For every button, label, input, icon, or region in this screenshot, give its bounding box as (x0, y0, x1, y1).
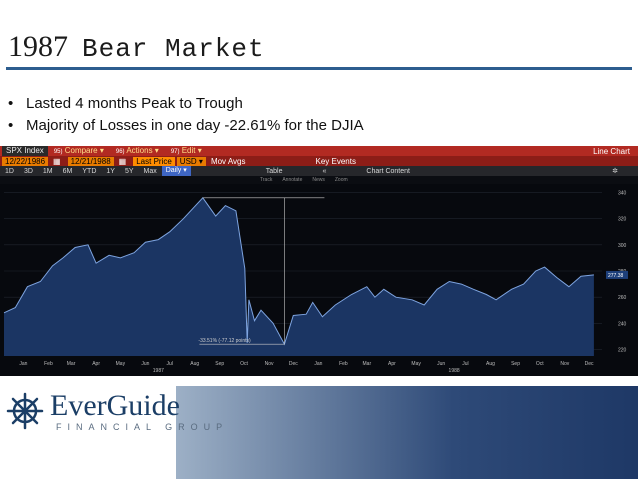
x-tick-label: Dec (289, 361, 298, 367)
terminal-params-bar: 12/22/1986 ▦ 12/21/1988 ▦ Last Price USD… (0, 156, 638, 166)
x-year-label: 1988 (449, 368, 460, 374)
bullet-list: • Lasted 4 months Peak to Trough • Majorit… (8, 93, 364, 137)
x-tick-label: Jul (462, 361, 468, 367)
y-tick-label: 320 (618, 217, 627, 223)
currency-field[interactable]: USD ▾ (176, 156, 206, 166)
track-tool[interactable]: Track (260, 177, 273, 183)
calendar-icon[interactable]: ▦ (53, 156, 61, 166)
period-button[interactable]: 6M (62, 167, 73, 175)
last-value-label: 277.38 (608, 273, 624, 279)
x-tick-label: Aug (190, 361, 199, 367)
chart-type-label: Line Chart (593, 146, 630, 156)
title-underline (6, 67, 632, 70)
slide-title: 1987 Bear Market (8, 30, 265, 68)
ship-wheel-icon (6, 392, 44, 430)
price-field[interactable]: Last Price (133, 156, 175, 166)
period-bar: 1D 3D 1M 6M YTD 1Y 5Y Max Daily ▾ Table … (0, 166, 638, 176)
bloomberg-terminal: SPX Index 95) Compare ▾ 96) Actions ▾ 97… (0, 146, 638, 376)
price-chart[interactable]: -33.51% (-77.12 points)22024026028030032… (0, 184, 638, 376)
x-tick-label: Apr (388, 361, 396, 367)
terminal-menu-bar: SPX Index 95) Compare ▾ 96) Actions ▾ 97… (0, 146, 638, 156)
drawdown-annotation: -33.51% (-77.12 points) (198, 338, 251, 344)
x-tick-label: May (116, 361, 126, 367)
chart-content-button[interactable]: Chart Content (366, 167, 410, 175)
period-button[interactable]: 1D (5, 167, 14, 175)
mov-avgs-toggle[interactable]: Mov Avgs (210, 156, 246, 166)
y-tick-label: 340 (618, 191, 627, 197)
period-button[interactable]: 5Y (124, 167, 134, 175)
x-tick-label: Nov (265, 361, 274, 367)
price-area (4, 197, 594, 356)
company-logo: EverGuide FINANCIAL GROUP (6, 390, 228, 432)
x-tick-label: Jul (166, 361, 172, 367)
frequency-dropdown[interactable]: Daily ▾ (161, 166, 191, 176)
x-tick-label: Feb (339, 361, 348, 367)
x-tick-label: Sep (215, 361, 224, 367)
chart-tools-bar: Track Annotate News Zoom (0, 176, 638, 184)
x-tick-label: Dec (585, 361, 594, 367)
calendar-icon[interactable]: ▦ (118, 156, 127, 166)
annotate-tool[interactable]: Annotate (282, 177, 303, 183)
x-tick-label: Feb (44, 361, 53, 367)
table-button[interactable]: Table (265, 167, 283, 175)
x-tick-label: Jan (314, 361, 322, 367)
y-tick-label: 220 (618, 347, 627, 353)
zoom-tool[interactable]: Zoom (334, 177, 348, 183)
bullet-item: • Lasted 4 months Peak to Trough (8, 93, 364, 115)
y-tick-label: 300 (618, 243, 627, 249)
compare-menu[interactable]: 95) Compare ▾ (53, 146, 104, 155)
y-tick-label: 240 (618, 321, 627, 327)
x-year-label: 1987 (153, 368, 164, 374)
footer-band (176, 386, 638, 479)
y-tick-label: 260 (618, 295, 627, 301)
x-tick-label: Aug (486, 361, 495, 367)
actions-menu[interactable]: 96) Actions ▾ (115, 146, 159, 155)
logo-name: EverGuide (50, 389, 180, 422)
last-value-tag (606, 270, 628, 279)
bullet-dot-icon: • (8, 95, 14, 112)
x-tick-label: Jun (141, 361, 149, 367)
edit-menu[interactable]: 97) Edit ▾ (170, 146, 202, 155)
bullet-text: Majority of Losses in one day -22.61% fo… (26, 117, 364, 134)
period-button[interactable]: 1M (42, 167, 53, 175)
period-button[interactable]: Max (143, 167, 157, 175)
bullet-dot-icon: • (8, 117, 14, 134)
period-button[interactable]: YTD (82, 167, 97, 175)
logo-subtitle: FINANCIAL GROUP (56, 422, 229, 432)
x-tick-label: Jun (437, 361, 445, 367)
start-date-field[interactable]: 12/22/1986 (2, 156, 49, 166)
x-tick-label: Sep (511, 361, 520, 367)
x-tick-label: Nov (560, 361, 569, 367)
bullet-item: • Majority of Losses in one day -22.61% f… (8, 115, 364, 137)
x-tick-label: Oct (536, 361, 544, 367)
x-tick-label: Mar (363, 361, 372, 367)
news-tool[interactable]: News (312, 177, 325, 183)
end-date-field[interactable]: 12/21/1988 (67, 156, 114, 166)
x-tick-label: Jan (19, 361, 27, 367)
x-tick-label: May (411, 361, 421, 367)
key-events-toggle[interactable]: Key Events (315, 156, 356, 166)
x-tick-label: Mar (67, 361, 76, 367)
period-button[interactable]: 1Y (106, 167, 115, 175)
title-year: 1987 (8, 30, 68, 63)
collapse-icon[interactable]: « (322, 167, 327, 175)
x-tick-label: Oct (240, 361, 248, 367)
x-tick-label: Apr (92, 361, 100, 367)
gear-icon[interactable]: ✲ (612, 168, 618, 175)
security-field[interactable]: SPX Index (2, 146, 48, 156)
bullet-text: Lasted 4 months Peak to Trough (26, 95, 243, 112)
period-button[interactable]: 3D (23, 167, 33, 175)
title-text: Bear Market (82, 34, 265, 64)
